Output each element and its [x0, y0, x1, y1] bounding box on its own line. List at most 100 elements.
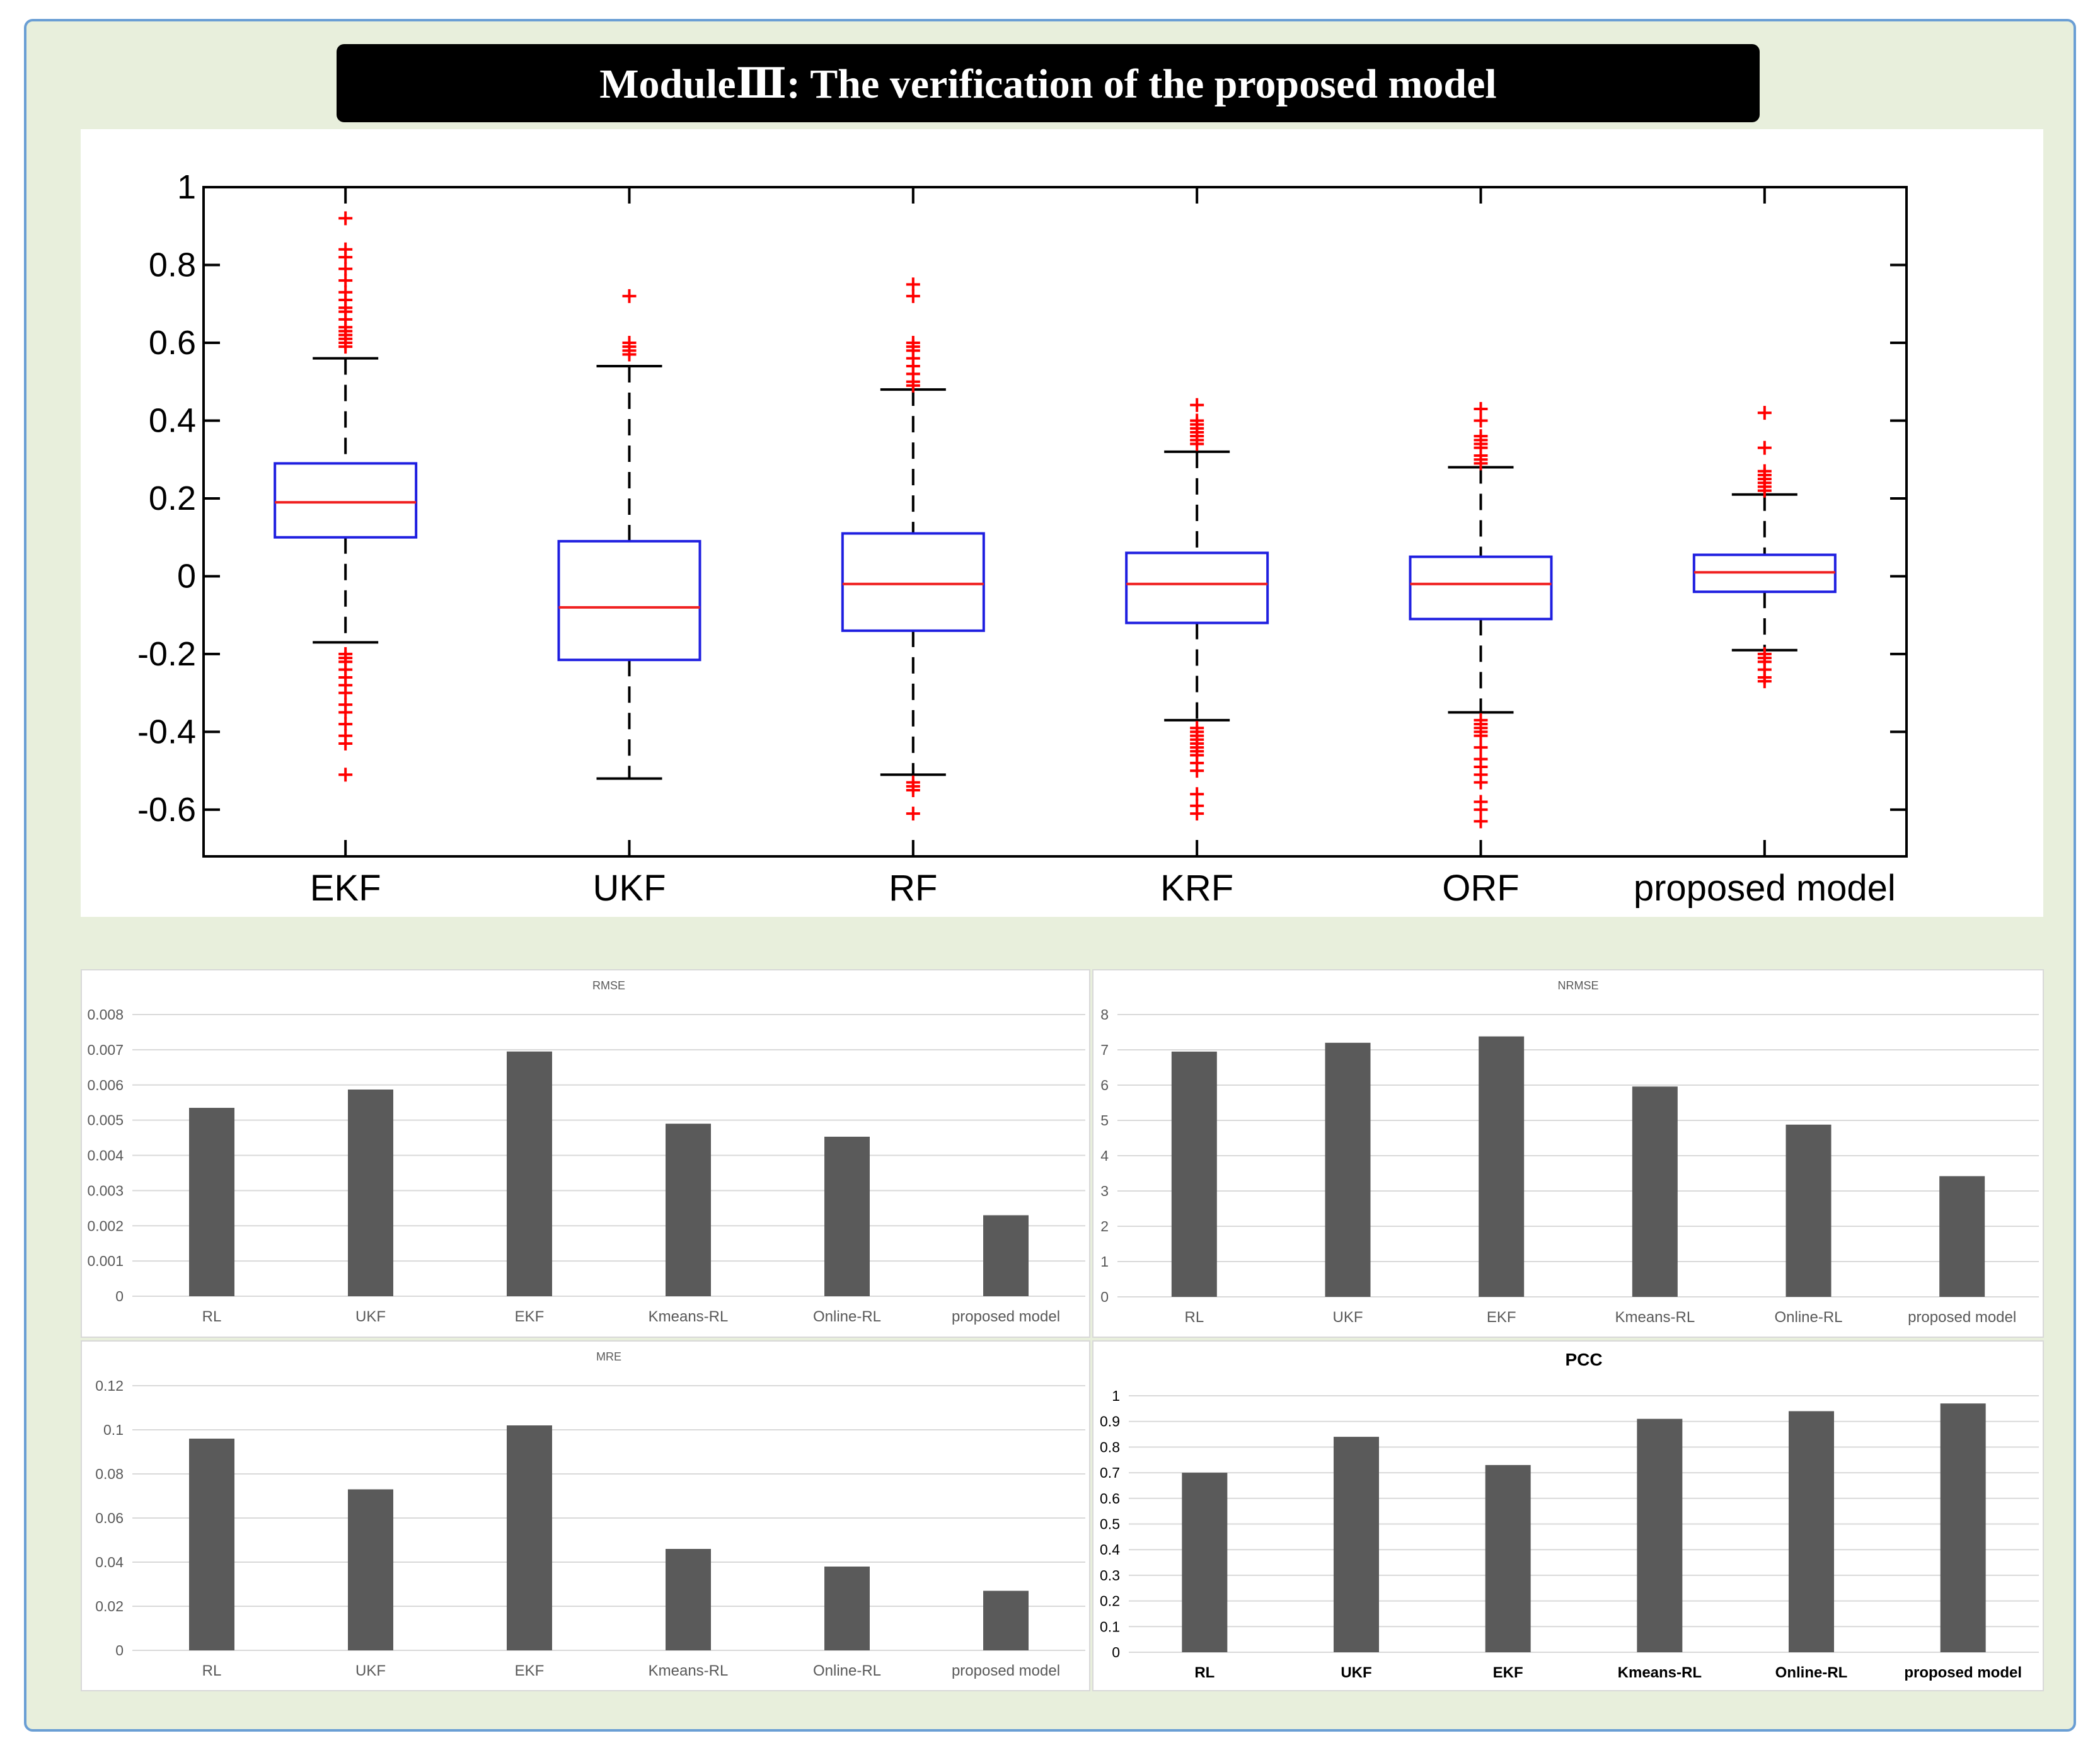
x-category-label: RL — [1194, 1664, 1214, 1681]
outlier-marker — [1474, 775, 1488, 790]
y-tick-label: -0.6 — [137, 791, 196, 829]
y-tick-label: 0.8 — [1100, 1439, 1120, 1455]
x-category-label: proposed model — [1908, 1309, 2016, 1326]
y-tick-label: 0 — [1100, 1289, 1109, 1305]
y-tick-label: 0.001 — [87, 1253, 124, 1269]
x-category-label: EKF — [310, 868, 381, 909]
y-tick-label: 1 — [177, 168, 196, 206]
x-category-label: EKF — [1493, 1664, 1523, 1681]
outlier-marker — [1190, 764, 1204, 778]
y-tick-label: 0.6 — [1100, 1490, 1120, 1507]
outlier-marker — [1757, 406, 1772, 420]
outlier-marker — [906, 807, 920, 821]
box-krf — [1125, 398, 1269, 821]
y-tick-label: 0.08 — [95, 1466, 124, 1482]
x-category-label: proposed model — [1634, 868, 1896, 909]
outlier-marker — [1474, 814, 1488, 829]
x-category-label: RL — [1184, 1309, 1204, 1326]
y-tick-label: 0 — [115, 1288, 124, 1304]
outlier-marker — [622, 289, 637, 303]
iqr-box — [1125, 551, 1269, 624]
x-category-label: Kmeans-RL — [1615, 1309, 1695, 1326]
bar-kmeans-rl — [666, 1124, 711, 1296]
iqr-box — [841, 532, 985, 632]
outlier-marker — [338, 705, 353, 720]
bar-ukf — [348, 1489, 393, 1650]
figure-title: ModuleⅢ: The verification of the propose… — [599, 60, 1497, 107]
bar-online-rl — [1786, 1124, 1832, 1297]
bar-rl — [1171, 1051, 1217, 1297]
boxplot-chart: 1 0.8 0.6 0.4 0.2 0 -0.2 -0.4 -0.6 EKF UKF RF KRF ORF… — [137, 168, 1908, 909]
x-category-label: Online-RL — [1774, 1309, 1842, 1326]
x-category-label: RL — [202, 1662, 222, 1679]
x-category-label: Online-RL — [813, 1662, 881, 1679]
rmse-chart-panel: RMSE 0 0.001 0.002 0.003 0.004 0.005 0.006 0.007… — [81, 969, 1090, 1338]
y-tick-label: 0.5 — [1100, 1516, 1120, 1533]
y-tick-label: 0.2 — [149, 480, 196, 517]
x-category-label: EKF — [1487, 1309, 1516, 1326]
y-tick-label: 0.3 — [1100, 1567, 1120, 1584]
x-category-label: UKF — [1341, 1664, 1371, 1681]
outlier-marker — [338, 250, 353, 265]
x-category-label: Online-RL — [1775, 1664, 1848, 1681]
outlier-marker — [1474, 413, 1488, 428]
y-tick-label: 5 — [1100, 1112, 1109, 1129]
y-tick-label: 0.02 — [95, 1598, 124, 1614]
y-tick-label: 0.04 — [95, 1554, 124, 1570]
outlier-marker — [1474, 740, 1488, 755]
y-tick-label: 1 — [1100, 1253, 1109, 1270]
x-category-label: RF — [889, 868, 937, 909]
box-ekf — [274, 211, 418, 782]
x-category-label: RL — [202, 1308, 222, 1325]
x-category-label: UKF — [1333, 1309, 1363, 1326]
outlier-marker — [338, 340, 353, 354]
iqr-box — [274, 462, 418, 539]
bar-kmeans-rl — [1632, 1086, 1678, 1297]
outlier-marker — [338, 211, 353, 226]
y-tick-label: 0.2 — [1100, 1593, 1120, 1609]
outlier-marker — [1190, 398, 1204, 412]
x-category-label: proposed model — [1904, 1664, 2022, 1681]
x-category-label: proposed model — [952, 1308, 1060, 1325]
x-category-label: UKF — [593, 868, 666, 909]
outlier-marker — [1757, 674, 1772, 689]
title-banner: ModuleⅢ: The verification of the propose… — [337, 44, 1760, 122]
y-tick-label: 0.005 — [87, 1112, 124, 1129]
y-tick-label: 0.12 — [95, 1378, 124, 1394]
outlier-marker — [906, 783, 920, 798]
bar-ekf — [507, 1051, 552, 1296]
pcc-chart-panel: PCC 0 0.1 0.2 0.3 0.4 0.5 0.6 0.7 0.8 0.9 1 RL UKF EKF… — [1092, 1340, 2044, 1691]
y-tick-label: 0.003 — [87, 1182, 124, 1199]
nrmse-chart-panel: NRMSE 0 1 2 3 4 5 6 7 8 RL UKF EKF Kmeans-RL Online-RL… — [1092, 969, 2044, 1338]
outlier-marker — [338, 717, 353, 732]
y-tick-label: 0.6 — [149, 324, 196, 362]
x-category-label: EKF — [515, 1308, 545, 1325]
bar-kmeans-rl — [666, 1549, 711, 1650]
bar-rl — [189, 1439, 234, 1650]
bar-ekf — [1485, 1464, 1531, 1652]
y-tick-label: 8 — [1100, 1006, 1109, 1023]
rmse-bar-chart: RMSE 0 0.001 0.002 0.003 0.004 0.005 0.006 0.007… — [87, 979, 1085, 1325]
x-category-label: Kmeans-RL — [649, 1662, 729, 1679]
outlier-marker — [622, 347, 637, 362]
x-category-label: EKF — [515, 1662, 545, 1679]
x-category-label: KRF — [1160, 868, 1233, 909]
y-tick-label: 1 — [1112, 1388, 1120, 1404]
y-tick-label: 0 — [115, 1642, 124, 1659]
x-category-label: ORF — [1442, 868, 1519, 909]
bar-proposed-model — [1939, 1176, 1985, 1297]
y-tick-label: 7 — [1100, 1042, 1109, 1058]
y-tick-label: 0.002 — [87, 1217, 124, 1234]
outlier-marker — [1757, 440, 1772, 455]
outlier-marker — [1190, 787, 1204, 802]
y-tick-label: -0.4 — [137, 713, 196, 751]
y-tick-label: 3 — [1100, 1183, 1109, 1199]
bar-rl — [189, 1108, 234, 1296]
iqr-box — [1409, 555, 1553, 621]
y-tick-label: 6 — [1100, 1077, 1109, 1093]
bar-ukf — [348, 1090, 393, 1296]
outlier-marker — [906, 289, 920, 303]
y-tick-label: 0.007 — [87, 1042, 124, 1058]
bar-ukf — [1334, 1437, 1379, 1652]
chart-title: PCC — [1565, 1350, 1602, 1369]
